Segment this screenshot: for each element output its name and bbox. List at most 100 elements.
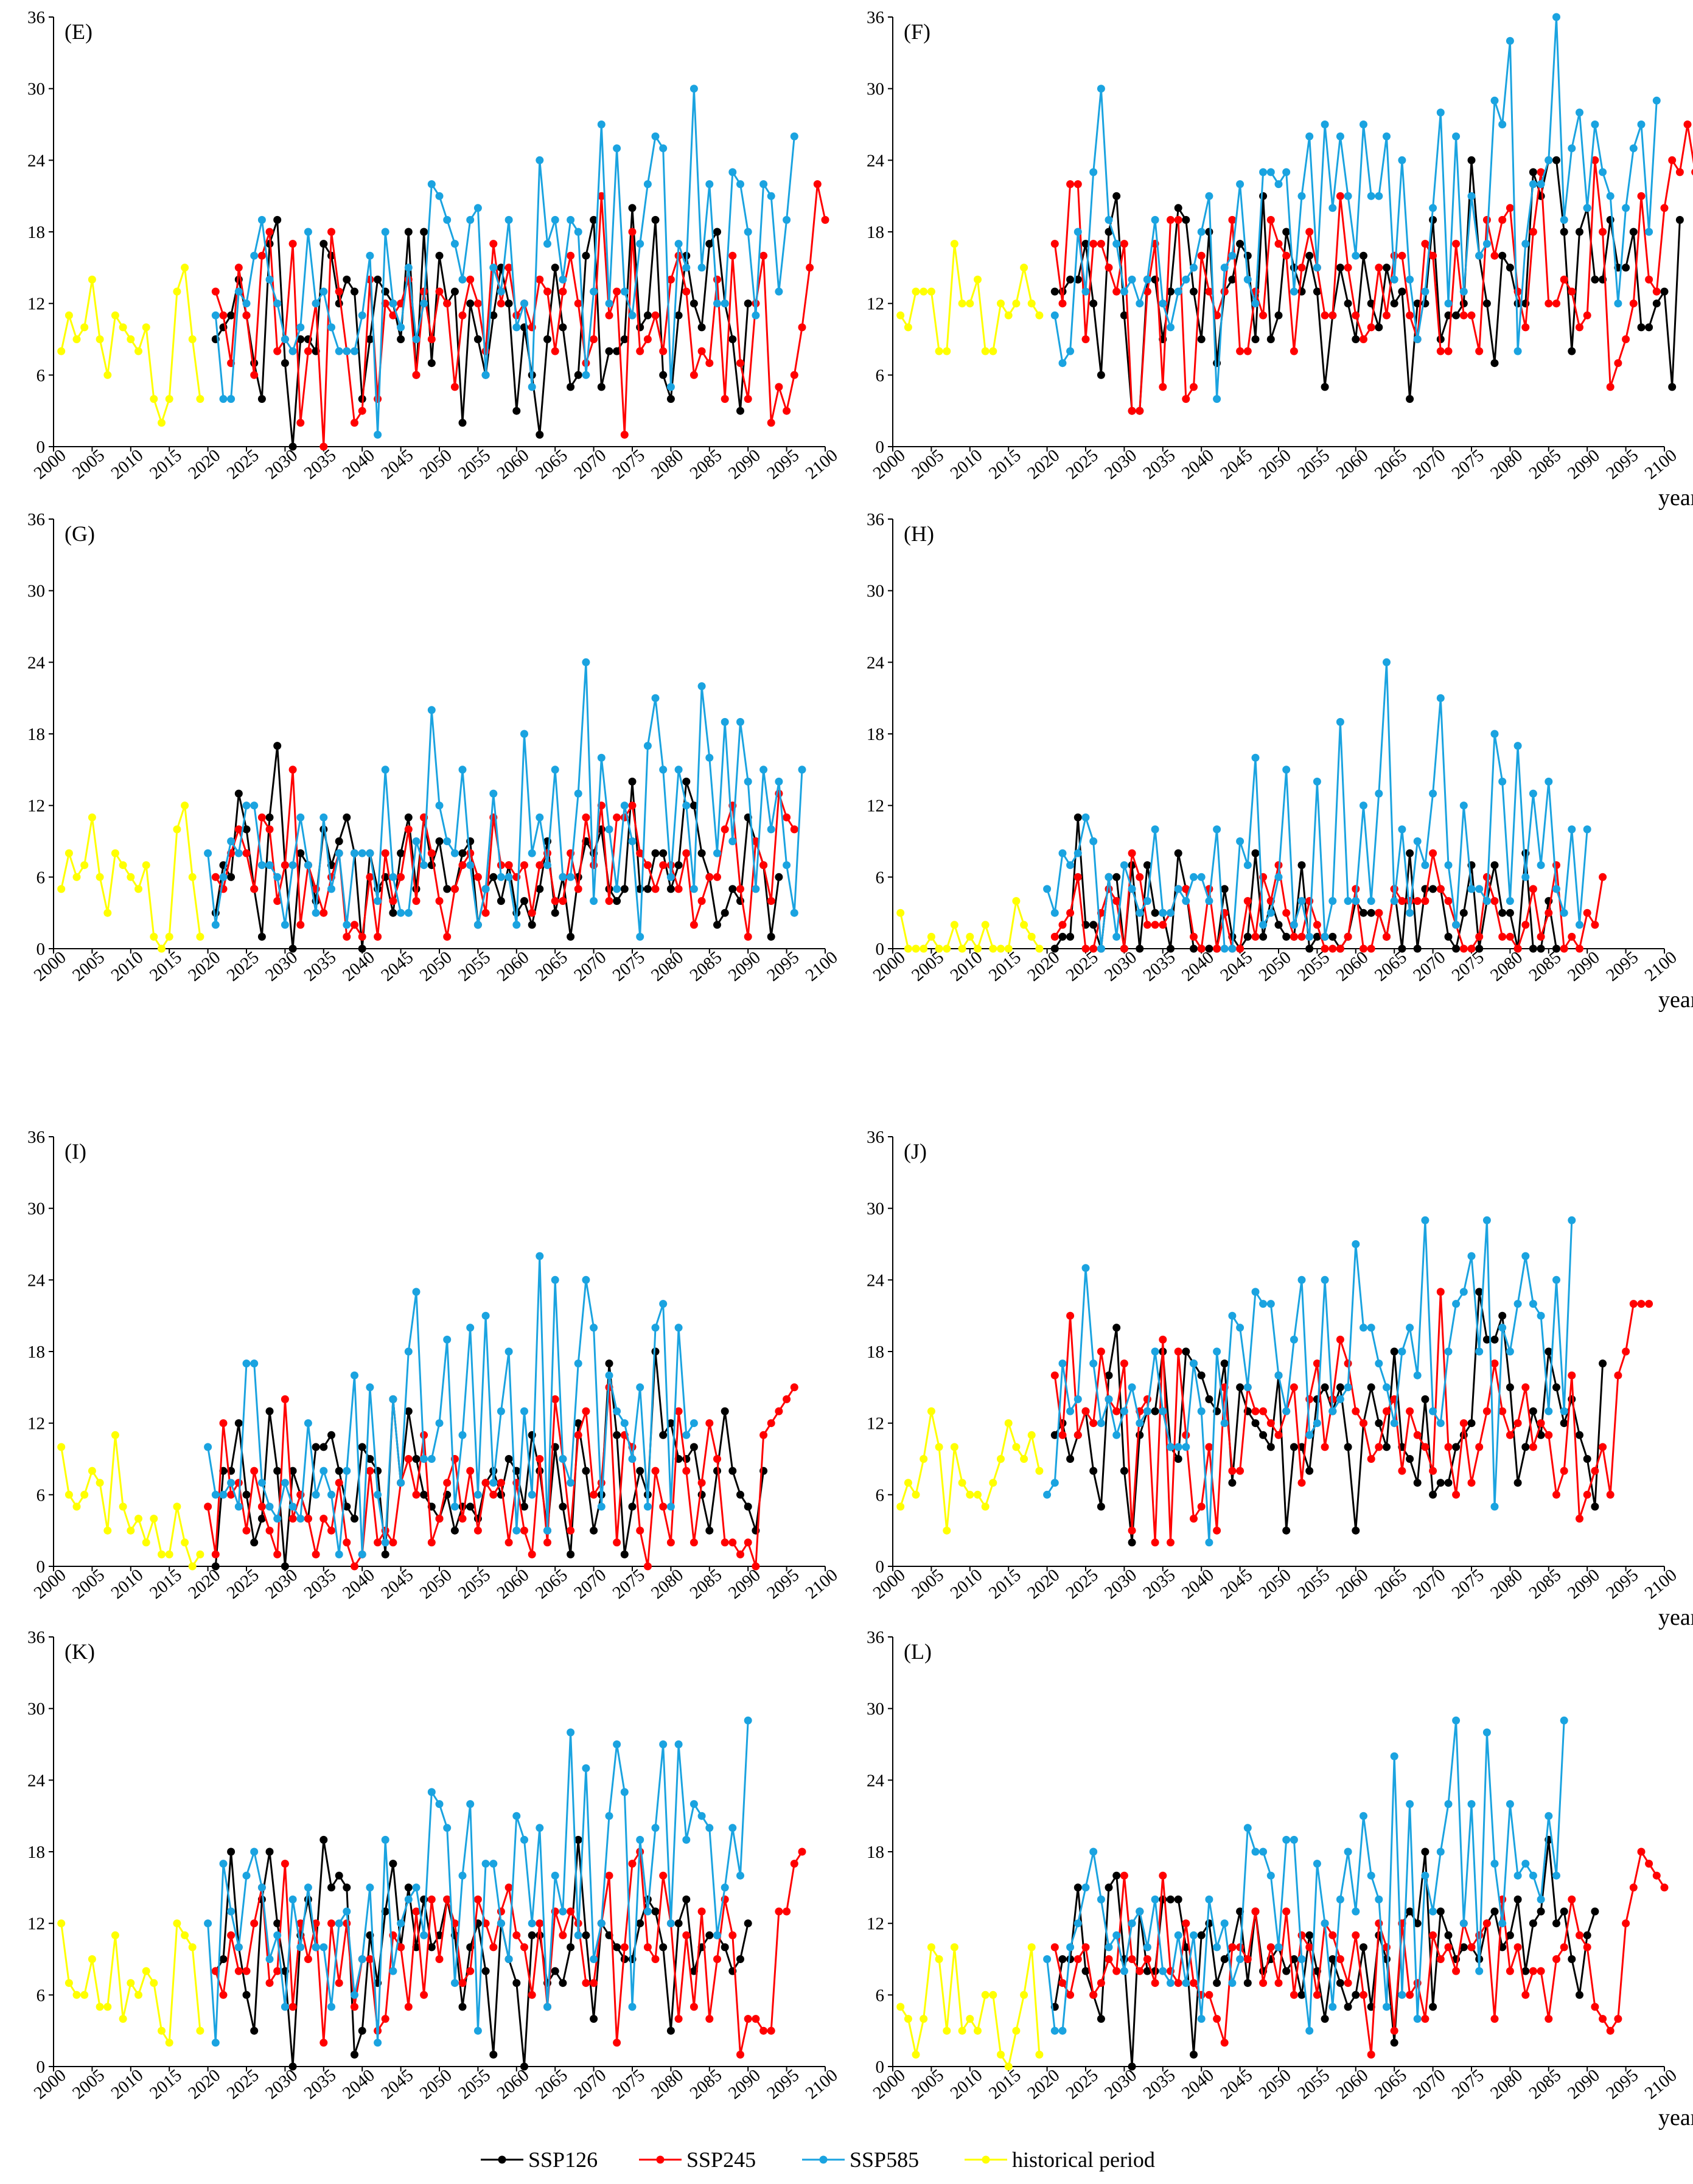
data-point <box>1568 932 1576 941</box>
data-point <box>497 1407 505 1415</box>
data-point <box>1390 275 1398 284</box>
data-point <box>1367 323 1375 332</box>
data-point <box>597 1502 606 1511</box>
data-point <box>88 275 96 284</box>
data-point <box>1482 873 1491 881</box>
data-point <box>1375 1443 1383 1451</box>
x-tick-label: 2055 <box>455 1565 494 1603</box>
x-tick-label: 2070 <box>570 1565 610 1603</box>
series-ssp585 <box>211 85 798 439</box>
data-point <box>1228 251 1237 260</box>
data-point <box>744 2015 752 2023</box>
data-point <box>404 909 413 917</box>
data-point <box>227 1931 236 1939</box>
data-point <box>1321 1919 1329 1928</box>
data-point <box>1645 323 1653 332</box>
data-point <box>1398 944 1406 953</box>
data-point <box>559 1907 567 1916</box>
data-point <box>666 1419 675 1428</box>
data-point <box>1305 1931 1314 1939</box>
data-point <box>427 1538 436 1547</box>
x-tick-label: 2080 <box>1487 445 1526 483</box>
data-point <box>574 1359 582 1368</box>
data-point <box>351 2003 358 2011</box>
data-point <box>1482 1216 1491 1224</box>
legend-label: SSP585 <box>850 2147 919 2172</box>
data-point <box>528 1931 536 1939</box>
data-point <box>958 944 966 953</box>
data-point <box>744 228 752 236</box>
data-point <box>728 1538 737 1547</box>
data-point <box>1521 1252 1530 1260</box>
data-point <box>543 1526 551 1535</box>
data-point <box>234 1967 243 1975</box>
data-point <box>1622 204 1630 212</box>
data-point <box>613 347 621 355</box>
data-point <box>981 347 990 355</box>
data-point <box>473 873 482 881</box>
data-point <box>1367 944 1375 953</box>
panel-k: 0612182430362000200520102015202020252030… <box>27 1628 842 2103</box>
data-point <box>351 1515 358 1523</box>
data-point <box>1498 932 1507 941</box>
data-point <box>613 813 621 822</box>
data-point <box>234 1943 243 1952</box>
data-point <box>1297 861 1306 870</box>
data-point <box>574 1931 582 1939</box>
data-point <box>1560 1907 1568 1916</box>
data-point <box>1513 347 1522 355</box>
data-point <box>1421 897 1429 905</box>
data-point <box>974 944 982 953</box>
data-point <box>1328 932 1337 941</box>
data-point <box>1459 1943 1468 1952</box>
data-point <box>559 873 567 881</box>
data-point <box>1151 1407 1159 1415</box>
data-point <box>358 1550 366 1558</box>
data-point <box>1004 311 1013 319</box>
data-point <box>343 1467 351 1475</box>
data-point <box>196 395 204 403</box>
data-point <box>1159 299 1167 308</box>
data-point <box>88 813 96 822</box>
data-point <box>1136 1419 1144 1428</box>
data-point <box>989 1479 997 1487</box>
x-tick-label: 2005 <box>69 445 108 483</box>
panel-label: (F) <box>904 19 930 44</box>
data-point <box>1498 909 1507 917</box>
data-point <box>1475 1443 1484 1451</box>
data-point <box>1213 944 1221 953</box>
x-tick-label: 2030 <box>1101 947 1140 985</box>
data-point <box>1344 932 1352 941</box>
data-point <box>689 85 698 93</box>
y-tick-label: 0 <box>37 438 46 457</box>
data-point <box>759 861 768 870</box>
data-point <box>250 2026 259 2035</box>
data-point <box>628 2003 637 2011</box>
data-point <box>736 1955 744 1963</box>
data-point <box>504 299 513 308</box>
data-point <box>504 1883 513 1892</box>
data-point <box>335 1871 343 1880</box>
series-line <box>1054 816 1557 950</box>
data-point <box>1375 192 1383 200</box>
data-point <box>1120 287 1128 296</box>
series-line <box>1053 124 1693 412</box>
data-point <box>1143 1967 1151 1975</box>
data-point <box>319 1515 328 1523</box>
data-point <box>1190 873 1198 881</box>
data-point <box>628 1502 637 1511</box>
data-point <box>1506 1800 1514 1809</box>
data-point <box>1274 311 1283 319</box>
data-point <box>1629 144 1638 153</box>
data-point <box>605 1359 613 1368</box>
data-point <box>1383 263 1391 272</box>
y-tick-label: 18 <box>27 725 45 744</box>
x-tick-label: 2035 <box>1140 947 1179 985</box>
data-point <box>1336 1979 1344 1987</box>
data-point <box>1321 383 1329 391</box>
series-historical <box>57 1919 204 2047</box>
data-point <box>904 1479 912 1487</box>
data-point <box>374 1490 382 1499</box>
x-tick-label: 2020 <box>1024 947 1063 985</box>
data-point <box>605 299 613 308</box>
